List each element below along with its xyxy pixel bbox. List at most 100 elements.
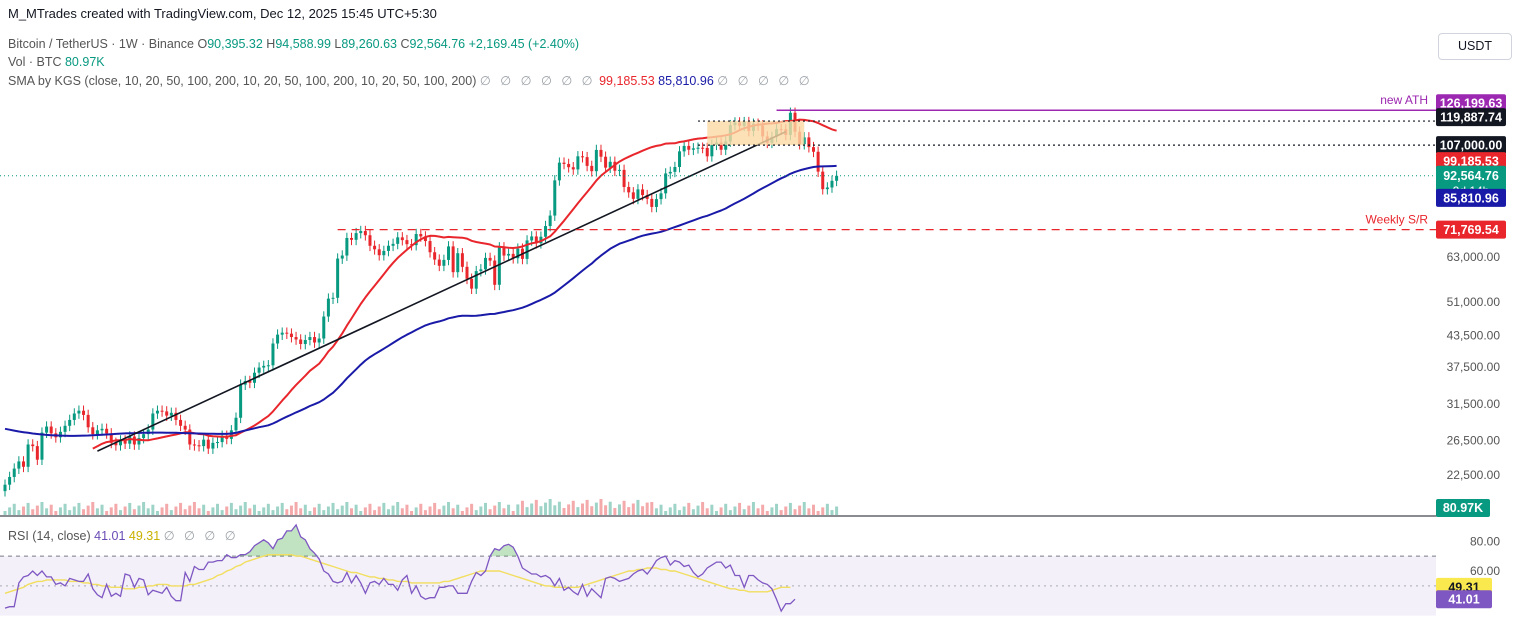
volume-bar [160,507,164,515]
candle-body [511,253,515,259]
volume-bar [631,503,635,515]
candle-body [585,157,589,166]
candle-body [77,410,81,414]
volume-bar [788,502,792,515]
volume-bar [216,503,220,515]
candle-body [470,278,474,289]
sma-label[interactable]: SMA by KGS (close, 10, 20, 50, 100, 200,… [8,74,477,88]
price-tag-range-high: 119,887.74 [1440,111,1502,125]
volume-bar [294,502,298,515]
price-tag-sma50: 85,810.96 [1443,191,1499,205]
volume-value: 80.97K [64,55,105,69]
candle-body [239,384,243,418]
candle-body [825,187,829,190]
volume-bar [68,510,72,515]
volume-bar [493,505,497,515]
volume-bar [539,506,543,515]
rsi-label[interactable]: RSI (14, close) [8,529,91,543]
volume-bar [317,503,321,515]
volume-label[interactable]: Vol · BTC [8,55,62,69]
candle-body [386,245,390,251]
volume-bar [548,499,552,515]
volume-bar [289,505,293,515]
volume-bar [423,510,427,515]
price-tag-sma50-bg [1436,188,1506,207]
candle-body [12,468,16,477]
volume-bar [128,502,132,515]
candle-body [280,332,284,335]
volume-bar [664,511,668,515]
sma-value-blue: 85,810.96 [658,74,714,88]
candle-body [72,413,76,420]
candle-body [812,147,815,152]
volume-bar [701,502,705,515]
candle-body [216,442,220,444]
price-tag-weekly-sr: 71,769.54 [1443,223,1499,237]
volume-bar [299,508,303,515]
candle-body [308,337,312,341]
candle-body [479,269,483,272]
candle-body [617,169,621,171]
price-tag-last: 92,564.76 [1443,169,1499,183]
sma-20-line[interactable] [92,118,837,450]
volume-bar [303,504,307,515]
candle-body [682,145,686,152]
candle-body [428,241,432,253]
volume-bar [830,510,834,515]
rsi-line[interactable] [4,523,796,613]
volume-bar [100,504,104,515]
sma-50-line[interactable] [4,164,837,437]
candle-body [654,199,658,207]
candle-body [257,367,261,373]
volume-bar [641,506,645,515]
volume-bar [479,506,483,515]
candle-body [391,243,395,246]
candle-body [119,440,122,446]
currency-button[interactable]: USDT [1438,33,1512,60]
volume-bar [179,502,183,515]
trendline[interactable] [97,130,787,452]
credit-line: M_MTrades created with TradingView.com, … [8,6,437,21]
candle-body [294,337,298,340]
volume-bar [17,510,21,515]
candle-body [262,365,266,368]
price-tag-range-high-bg [1436,108,1506,127]
candle-body [285,332,289,334]
candle-body [608,161,612,168]
volume-bar [82,509,86,515]
price-tag-range-low-bg [1436,136,1506,155]
volume-bar [197,508,201,515]
candle-body [299,339,303,345]
candle-body [3,484,7,492]
volume-bar [668,507,672,515]
range-box[interactable] [707,121,805,146]
candle-body [835,175,839,181]
close-label: C [400,37,410,51]
candle-body [622,169,626,187]
volume-bar [8,507,12,515]
candle-body [137,438,141,445]
volume-bar [109,507,113,515]
volume-bar [696,505,700,515]
close-value: 92,564.76 [409,37,466,51]
volume-bar [354,504,358,515]
candle-body [169,412,173,416]
volume-bar [835,506,839,515]
volume-bar [21,506,25,515]
volume-bar [410,511,414,515]
volume-bar [326,506,330,515]
candle-body [678,151,682,167]
candle-body [830,180,834,188]
candle-body [68,419,72,426]
volume-bar [31,509,35,515]
candle-body [354,233,358,240]
volume-bar [77,502,81,515]
symbol-name[interactable]: Bitcoin / TetherUS · 1W · Binance [8,37,194,51]
rsi-ma-line[interactable] [4,554,791,594]
volume-bar [687,502,691,515]
volume-bar [105,511,109,515]
volume-bar [414,507,418,515]
candle-body [423,236,427,242]
